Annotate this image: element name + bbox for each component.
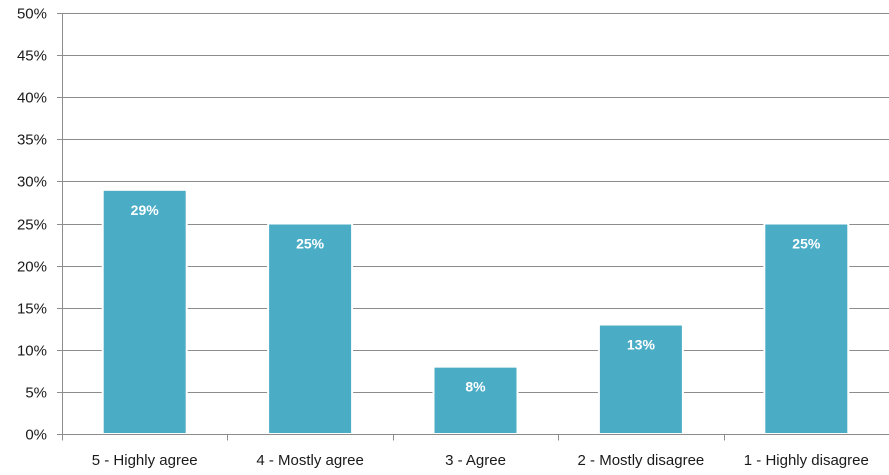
x-category-label: 5 - Highly agree xyxy=(92,452,198,469)
y-tick-label: 10% xyxy=(17,343,47,360)
x-axis-category-labels: 5 - Highly agree 4 - Mostly agree 3 - Agre… xyxy=(92,452,869,469)
bars: 29% 25% 8% 13% 25% xyxy=(101,188,850,436)
x-axis xyxy=(57,13,889,441)
y-tick-label: 5% xyxy=(25,385,47,402)
x-category-label: 3 - Agree xyxy=(445,452,506,469)
bar xyxy=(267,222,354,435)
gridlines xyxy=(62,13,889,393)
y-tick-label: 50% xyxy=(17,6,47,23)
bar xyxy=(763,222,850,435)
x-category-label: 2 - Mostly disagree xyxy=(578,452,705,469)
bar xyxy=(101,188,188,435)
bar xyxy=(432,365,519,436)
bar xyxy=(597,323,684,436)
y-tick-label: 35% xyxy=(17,132,47,149)
y-tick-label: 30% xyxy=(17,174,47,191)
y-axis-tick-labels: 0% 5% 10% 15% 20% 25% 30% 35% 40% 45% 50% xyxy=(17,6,47,444)
x-category-label: 1 - Highly disagree xyxy=(744,452,869,469)
bar-data-label: 25% xyxy=(296,236,325,252)
x-category-label: 4 - Mostly agree xyxy=(256,452,364,469)
bar-data-label: 25% xyxy=(792,236,821,252)
y-tick-label: 20% xyxy=(17,259,47,276)
y-tick-label: 25% xyxy=(17,217,47,234)
y-tick-label: 0% xyxy=(25,427,47,444)
bar-data-label: 13% xyxy=(627,337,656,353)
y-tick-label: 40% xyxy=(17,90,47,107)
bar-data-label: 29% xyxy=(131,202,160,218)
y-tick-label: 45% xyxy=(17,48,47,65)
bar-data-label: 8% xyxy=(465,379,486,395)
y-tick-label: 15% xyxy=(17,301,47,318)
